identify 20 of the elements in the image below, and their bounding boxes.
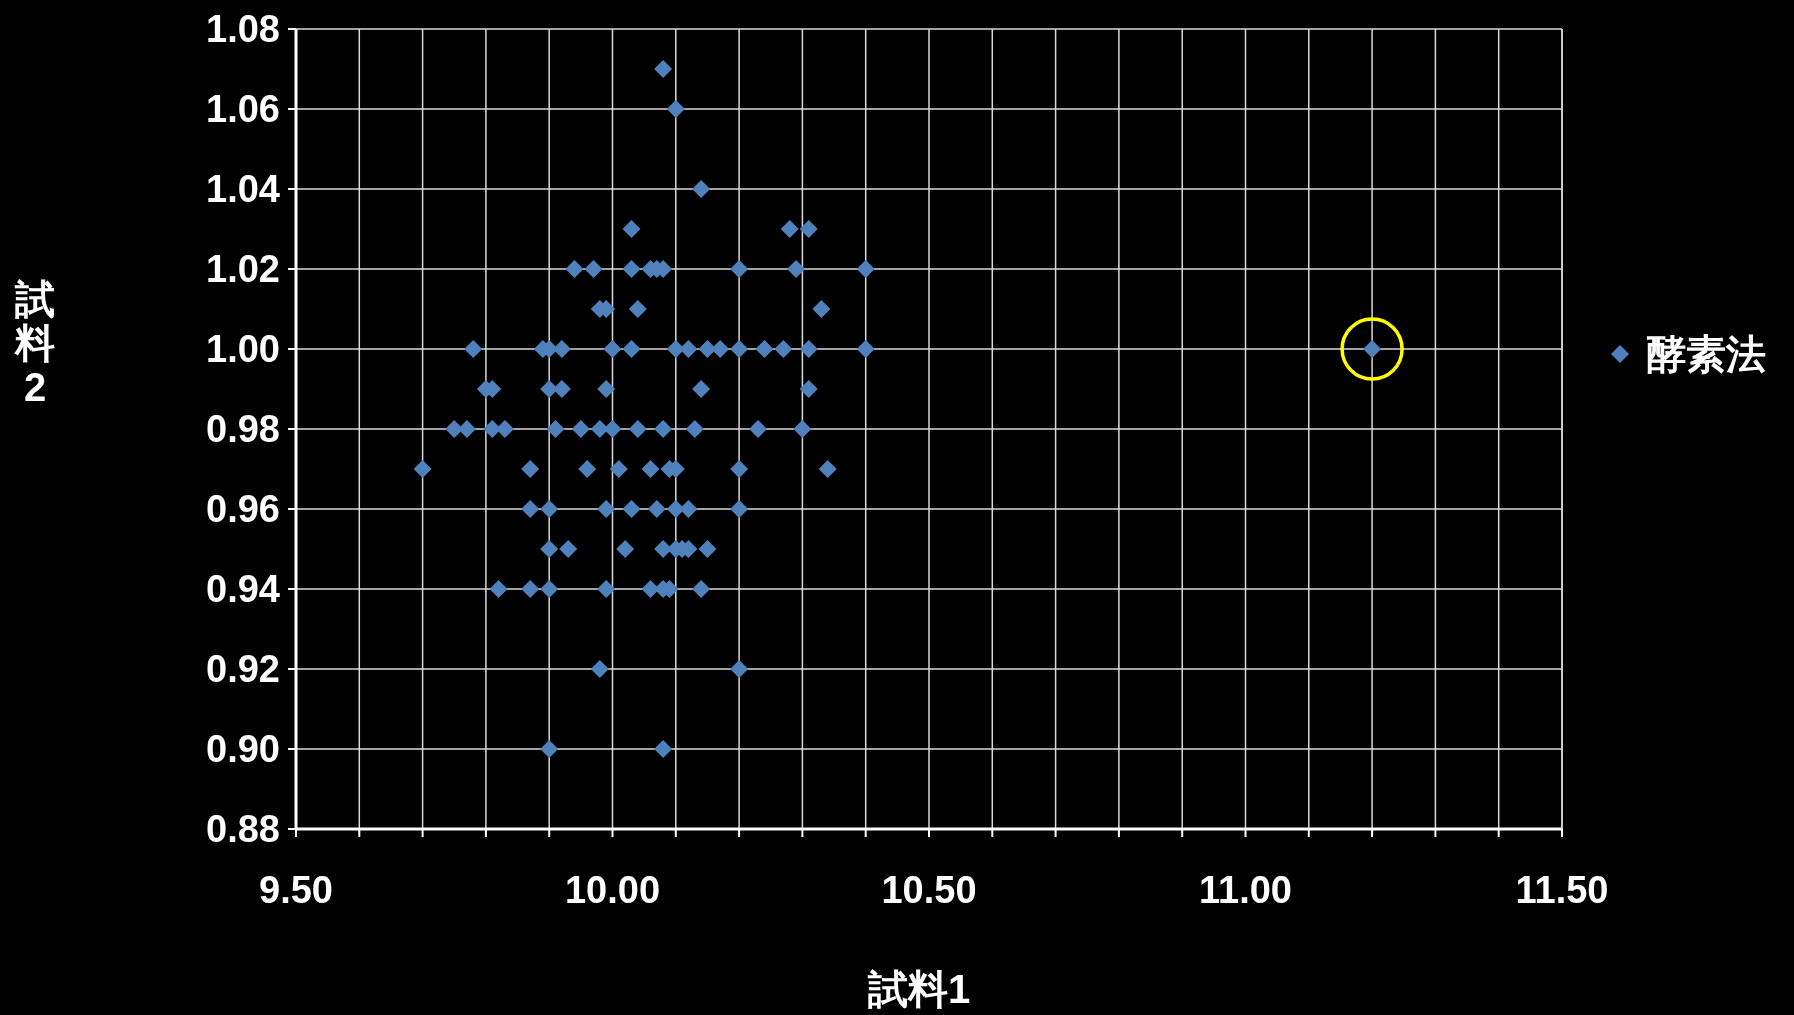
y-tick-label: 0.92 (206, 648, 280, 690)
y-tick-label: 1.00 (206, 328, 280, 370)
x-tick-label: 10.00 (564, 869, 661, 911)
y-tick-label: 0.88 (206, 808, 280, 850)
y-tick-label: 0.94 (206, 568, 280, 610)
x-tick-label: 11.50 (1515, 869, 1609, 911)
x-tick-label: 9.50 (259, 869, 333, 911)
legend-label: 酵素法 (1646, 332, 1766, 376)
x-tick-label: 10.50 (881, 869, 977, 911)
x-tick-label: 11.00 (1199, 869, 1292, 911)
y-tick-label: 1.04 (206, 168, 280, 210)
y-tick-label: 0.90 (206, 728, 280, 770)
legend: 酵素法 (1611, 332, 1766, 376)
y-tick-label: 1.02 (206, 248, 280, 290)
x-axis-title: 試料1 (866, 967, 971, 1011)
y-tick-label: 1.08 (206, 8, 280, 50)
y-tick-label: 0.98 (206, 408, 280, 450)
y-tick-label: 0.96 (206, 488, 280, 530)
y-axis-title: 試料2 (14, 277, 55, 409)
y-tick-label: 1.06 (206, 88, 280, 130)
